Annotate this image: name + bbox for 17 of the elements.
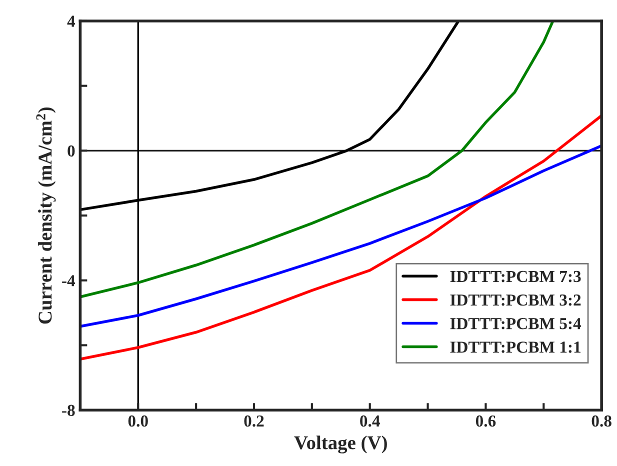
y-tick-label: 0 [68, 145, 75, 157]
x-tick-label: 0.2 [244, 415, 264, 427]
legend-label: IDTTT:PCBM 5:4 [450, 318, 582, 330]
y-tick-label: -8 [62, 404, 75, 416]
y-tick-label: -4 [62, 275, 76, 286]
legend-label: IDTTT:PCBM 1:1 [450, 342, 580, 353]
line-series [80, 144, 602, 328]
y-axis-title: Current density (mA/cm$^{2}$) [36, 107, 56, 324]
x-tick-label: 0.6 [476, 415, 496, 427]
x-axis-title: Voltage (V) [294, 436, 387, 454]
y-tick-label: 4 [67, 16, 76, 27]
legend-label: IDTTT:PCBM 3:2 [450, 294, 581, 306]
line-series [80, 114, 602, 361]
x-tick-label: 0.4 [360, 415, 380, 427]
legend-label: IDTTT:PCBM 7:3 [450, 270, 581, 282]
x-tick-label: 0.0 [128, 415, 148, 427]
x-tick-label: 0.8 [592, 415, 612, 427]
